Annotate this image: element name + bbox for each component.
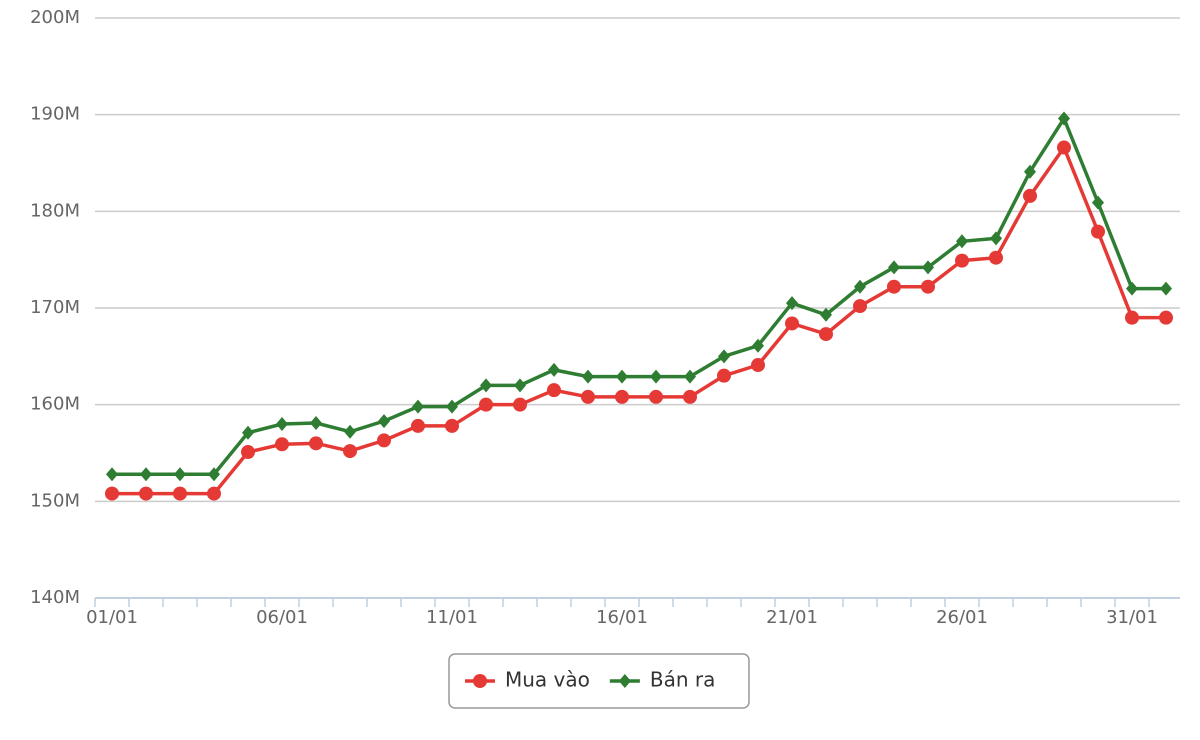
legend-box [448, 653, 750, 709]
marker [377, 433, 391, 448]
marker [922, 260, 934, 275]
marker [445, 418, 459, 433]
legend-label: Mua vào [505, 668, 590, 692]
marker [473, 674, 487, 688]
marker [618, 674, 631, 688]
marker [513, 397, 527, 412]
x-tick-label: 26/01 [936, 607, 988, 628]
marker [616, 369, 628, 384]
marker [683, 389, 697, 404]
y-tick-label: 190M [30, 104, 80, 125]
marker [649, 389, 663, 404]
marker [479, 397, 493, 412]
marker [1091, 224, 1105, 239]
marker [955, 253, 969, 268]
legend-label: Bán ra [650, 668, 716, 692]
x-tick-label: 06/01 [256, 607, 308, 628]
series-line [112, 143, 1166, 496]
legend: Mua vào Bán ra [448, 653, 750, 709]
marker [446, 399, 458, 414]
marker [989, 250, 1003, 265]
marker [751, 358, 765, 373]
marker [207, 486, 221, 501]
marker [411, 418, 425, 433]
marker [854, 279, 866, 294]
marker [990, 231, 1002, 246]
y-tick-label: 180M [30, 200, 80, 221]
marker [820, 307, 832, 322]
marker [547, 383, 561, 398]
x-tick-label: 16/01 [596, 607, 648, 628]
x-tick-label: 01/01 [86, 607, 138, 628]
marker [853, 299, 867, 314]
marker [310, 416, 322, 431]
marker [139, 486, 153, 501]
marker [921, 279, 935, 294]
marker [140, 467, 152, 482]
marker [717, 368, 731, 383]
marker [1023, 188, 1037, 203]
x-tick-label: 11/01 [426, 607, 478, 628]
marker [378, 414, 390, 429]
marker [241, 445, 255, 460]
marker [548, 362, 560, 377]
marker [173, 486, 187, 501]
marker [615, 389, 629, 404]
marker [174, 467, 186, 482]
marker [650, 369, 662, 384]
marker [208, 467, 220, 482]
marker [1159, 310, 1173, 325]
series-line [112, 114, 1166, 477]
y-tick-label: 200M [30, 7, 80, 28]
marker [514, 378, 526, 393]
y-tick-label: 160M [30, 394, 80, 415]
y-tick-label: 150M [30, 490, 80, 511]
marker [309, 436, 323, 451]
marker [785, 316, 799, 331]
x-tick-label: 21/01 [766, 607, 818, 628]
marker [344, 424, 356, 439]
x-tick-label: 31/01 [1106, 607, 1158, 628]
marker [581, 389, 595, 404]
marker [106, 467, 118, 482]
marker [1125, 310, 1139, 325]
marker [888, 260, 900, 275]
marker [1092, 195, 1104, 210]
marker [752, 338, 764, 353]
y-tick-label: 140M [30, 587, 80, 608]
marker [343, 444, 357, 459]
y-tick-label: 170M [30, 297, 80, 318]
marker [275, 437, 289, 452]
marker [1058, 111, 1070, 126]
marker [1057, 140, 1071, 155]
marker [786, 296, 798, 311]
marker [1024, 164, 1036, 179]
marker [1160, 281, 1172, 296]
marker [276, 417, 288, 431]
marker [887, 279, 901, 294]
marker [105, 486, 119, 501]
marker [956, 234, 968, 249]
marker [1126, 281, 1138, 296]
marker [582, 369, 594, 384]
marker [684, 369, 696, 384]
marker [242, 425, 254, 440]
marker [412, 399, 424, 414]
marker [819, 327, 833, 342]
marker [718, 349, 730, 364]
marker [480, 378, 492, 393]
